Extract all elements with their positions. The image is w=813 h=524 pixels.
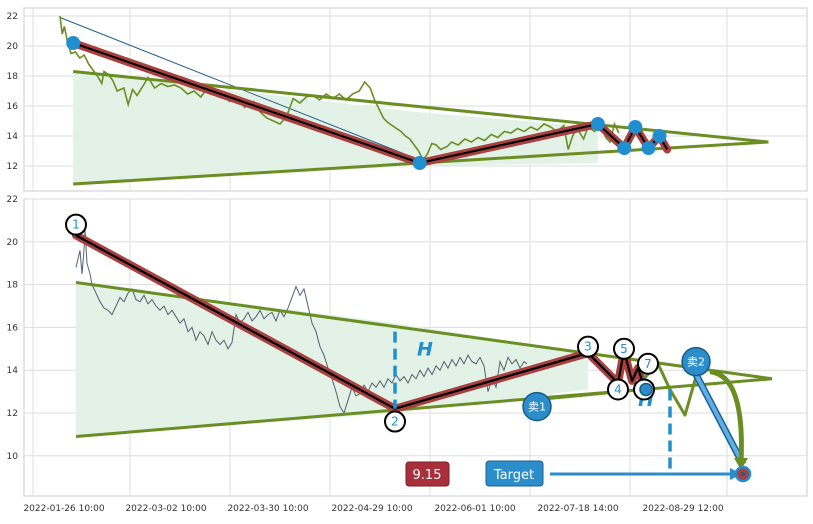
- pivot-marker-7: [637, 352, 659, 375]
- bottom-x-tick-label: 2022-03-30 10:00: [227, 504, 308, 514]
- top-y-tick-label: 22: [7, 12, 18, 22]
- target-label-box: [485, 460, 544, 487]
- bottom-y-tick-label: 22: [7, 195, 18, 205]
- projection-arrow-line: [694, 373, 745, 466]
- pivot-label-2: 2: [391, 415, 399, 429]
- top-y-tick-label: 12: [7, 162, 18, 172]
- pivot-label-1: 1: [72, 218, 80, 232]
- sell-callouts: 卖1 卖2: [522, 346, 711, 422]
- top-pivot-point: [412, 156, 427, 170]
- pivot-marker-3: [577, 335, 599, 358]
- bottom-y-tick-label: 12: [7, 409, 18, 419]
- bottom-y-tick-label: 14: [7, 366, 19, 376]
- top-pivot-point: [628, 120, 643, 134]
- target-point-center: [741, 471, 745, 476]
- top-price-line: [59, 15, 620, 162]
- pivot-marker-5: [613, 337, 635, 360]
- bottom-x-tick-label: 2022-04-29 10:00: [331, 504, 412, 514]
- pivot-label-3: 3: [584, 340, 592, 354]
- bottom-y-tick-label: 20: [7, 238, 19, 248]
- target-value-text: 9.15: [413, 468, 442, 483]
- bottom-y-tick-label: 18: [7, 281, 19, 291]
- pivot-marker-1: [65, 213, 87, 236]
- bottom-x-tick-label: 2022-08-29 12:00: [642, 504, 723, 514]
- top-pivot-point: [652, 129, 667, 143]
- sell-callout-label-1: 卖1: [528, 401, 546, 414]
- bottom-y-tick-label: 16: [7, 323, 19, 333]
- bottom-x-tick-label: 2022-06-01 10:00: [434, 504, 515, 514]
- bottom-x-axis: 2022-01-26 10:00 2022-03-02 10:00 2022-03-…: [23, 504, 723, 514]
- top-y-axis: 12 14 16 18 20 22: [7, 12, 19, 172]
- top-pivot-point: [617, 141, 632, 155]
- top-y-tick-label: 14: [7, 132, 19, 142]
- top-pivot-points: [66, 36, 667, 170]
- target-label-badge: Target: [485, 460, 544, 487]
- top-panel: 12 14 16 18 20 22: [7, 7, 808, 192]
- top-y-tick-label: 18: [7, 72, 19, 82]
- top-pivot-point: [641, 141, 656, 155]
- projection-node: [639, 382, 653, 397]
- pivot-label-5: 5: [620, 342, 628, 356]
- top-y-tick-label: 20: [7, 42, 19, 52]
- target-value-badge: 9.15: [405, 461, 450, 487]
- bottom-y-axis: 10 12 14 16 18 20 22: [7, 195, 19, 462]
- pivot-marker-2: [384, 410, 406, 433]
- target-value-box: [405, 461, 450, 487]
- pivot-label-4: 4: [614, 382, 622, 396]
- bottom-price-line: [75, 228, 528, 415]
- bottom-x-tick-label: 2022-01-26 10:00: [23, 504, 104, 514]
- height-marker-label: H: [417, 339, 433, 361]
- target-label-text: Target: [493, 468, 534, 483]
- curved-target-arrow-head: [734, 457, 748, 470]
- sell-callout-label-2: 卖2: [687, 356, 705, 369]
- sell-callout-2: [681, 346, 711, 377]
- pivot-label-7: 7: [644, 357, 652, 371]
- top-pivot-point: [590, 117, 605, 131]
- curved-target-arrow: [709, 369, 744, 463]
- top-pivot-point: [66, 36, 81, 50]
- pivot-marker-4: [607, 378, 629, 401]
- bottom-y-tick-label: 10: [7, 452, 19, 462]
- bottom-x-tick-label: 2022-07-18 14:00: [537, 504, 618, 514]
- bottom-triangle-fill: [76, 282, 588, 437]
- bottom-x-tick-label: 2022-03-02 10:00: [125, 504, 206, 514]
- sell-callout-1: [522, 391, 552, 422]
- bottom-pattern-line: [75, 234, 647, 410]
- top-y-tick-label: 16: [7, 102, 19, 112]
